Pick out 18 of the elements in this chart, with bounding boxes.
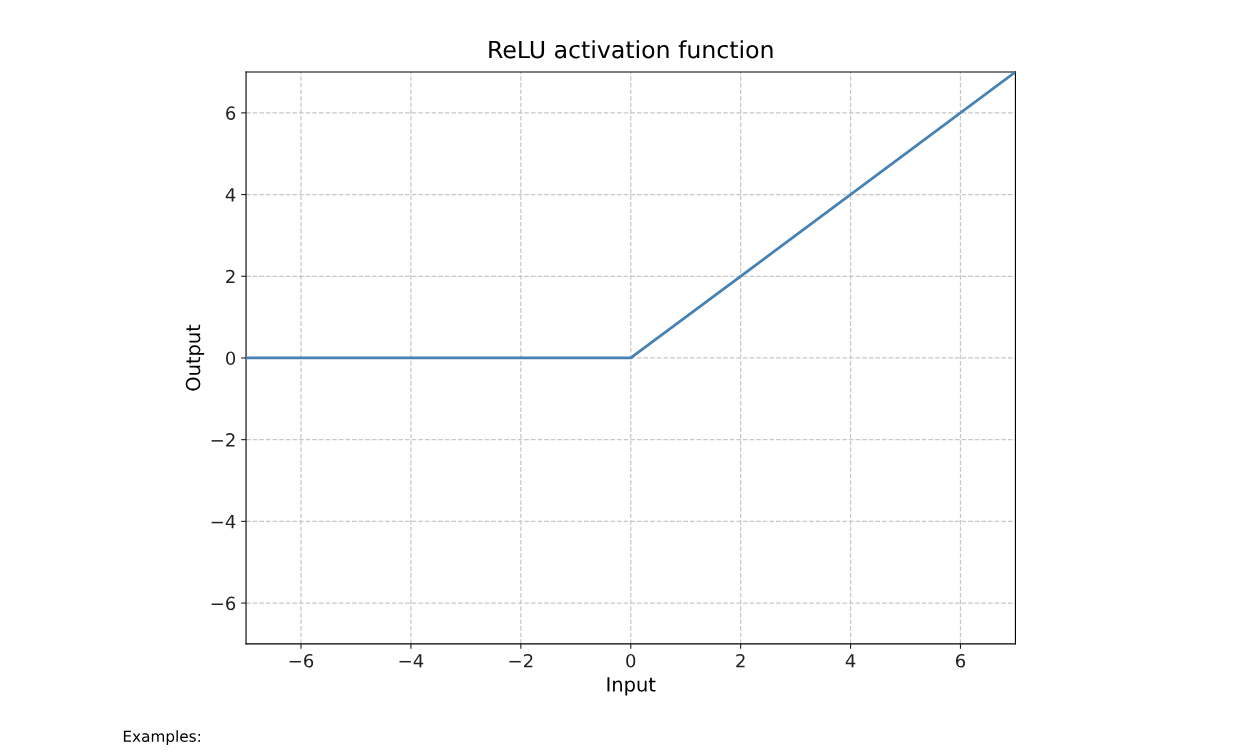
x-tick-label: 2	[736, 653, 745, 668]
y-tick-label: 6	[226, 106, 236, 120]
text: Examples:	[123, 730, 201, 745]
x-tick-label: 6	[956, 653, 966, 668]
y-tick-label: 0	[226, 351, 236, 366]
x-tick-label: −6	[289, 653, 314, 668]
chart-title: ReLU activation function	[489, 40, 773, 59]
y-tick-label: −2	[211, 433, 235, 447]
y-axis-title: Output	[185, 324, 205, 391]
x-axis-title: Input	[607, 677, 656, 696]
y-tick-label: −6	[211, 596, 236, 611]
y-tick-label: 4	[225, 188, 236, 202]
x-tick-label: 0	[626, 653, 636, 668]
x-tick-label: 4	[845, 654, 856, 668]
y-tick-label: −4	[211, 515, 236, 529]
x-tick-label: −2	[509, 653, 533, 668]
y-tick-label: 2	[226, 269, 235, 284]
x-tick-label: −4	[399, 654, 424, 668]
